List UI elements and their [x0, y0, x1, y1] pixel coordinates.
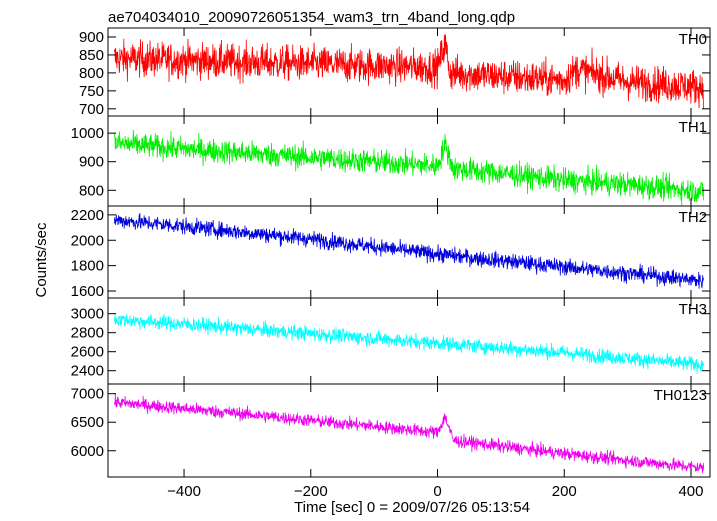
- panel-frame: [107, 383, 711, 478]
- y-tick-label: 800: [79, 65, 104, 82]
- y-tick-label: 700: [79, 101, 104, 118]
- series-label-th1: TH1: [679, 119, 707, 136]
- y-tick-label: 7000: [71, 386, 104, 403]
- x-tick-label: −400: [167, 483, 201, 500]
- x-tick-label: 400: [678, 483, 703, 500]
- series-label-th2: TH2: [679, 209, 707, 226]
- series-line-th0: [113, 34, 705, 109]
- series-line-th3: [113, 313, 705, 374]
- y-tick-label: 900: [79, 29, 104, 46]
- x-tick-label: 200: [552, 483, 577, 500]
- y-tick-label: 2600: [71, 344, 104, 361]
- series-label-th0123: TH0123: [654, 387, 707, 404]
- y-tick-label: 900: [79, 154, 104, 171]
- series-label-th0: TH0: [679, 31, 707, 48]
- y-tick-label: 1800: [71, 258, 104, 275]
- x-axis-label: Time [sec] 0 = 2009/07/26 05:13:54: [294, 499, 530, 516]
- panel-th2: 1600 1800 2000 2200 TH2: [71, 205, 711, 300]
- x-tick-label: 0: [433, 483, 441, 500]
- series-line-th2: [113, 213, 705, 289]
- panel-th1: 800 900 1000 TH1: [71, 115, 711, 207]
- series-label-th3: TH3: [679, 301, 707, 318]
- y-tick-label: 2000: [71, 232, 104, 249]
- y-tick-label: 6000: [71, 443, 104, 460]
- x-tick-label: −200: [294, 483, 328, 500]
- series-line-th1: [113, 129, 705, 206]
- series-line-th0123: [113, 393, 705, 474]
- chart-title: ae704034010_20090726051354_wam3_trn_4ban…: [108, 9, 515, 26]
- y-tick-label: 2800: [71, 325, 104, 342]
- y-axis-label: Counts/sec: [33, 222, 50, 298]
- y-tick-label: 3000: [71, 306, 104, 323]
- y-tick-label: 2400: [71, 363, 104, 380]
- panel-th3: 2400 2600 2800 3000 TH3: [71, 297, 711, 385]
- y-tick-label: 850: [79, 47, 104, 64]
- y-tick-label: 750: [79, 83, 104, 100]
- y-tick-label: 2200: [71, 207, 104, 224]
- y-tick-label: 1000: [71, 125, 104, 142]
- panel-th0123: 6000 6500 7000 TH0123: [71, 383, 711, 478]
- y-tick-label: 800: [79, 182, 104, 199]
- y-tick-label: 1600: [71, 283, 104, 300]
- y-tick-label: 6500: [71, 414, 104, 431]
